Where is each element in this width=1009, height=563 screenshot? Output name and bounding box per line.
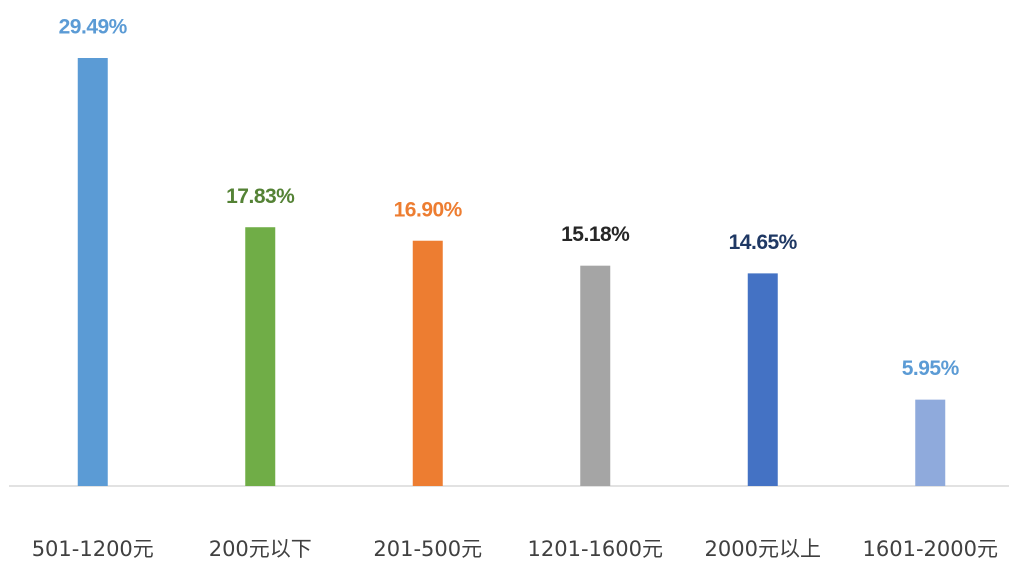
bar <box>915 399 946 486</box>
data-label: 16.90% <box>394 198 463 221</box>
data-label: 15.18% <box>561 223 630 246</box>
data-label: 5.95% <box>902 357 960 380</box>
x-tick-label: 501-1200元 <box>32 537 154 561</box>
bar <box>580 265 611 486</box>
x-tick-label: 200元以下 <box>209 537 312 561</box>
x-tick-label: 1201-1600元 <box>528 537 663 561</box>
x-tick-label: 201-500元 <box>373 537 482 561</box>
data-label: 29.49% <box>59 16 128 39</box>
data-label: 17.83% <box>226 185 295 208</box>
bar <box>412 240 443 486</box>
bar <box>245 227 276 486</box>
x-tick-label: 1601-2000元 <box>863 537 998 561</box>
bar <box>747 273 778 486</box>
data-label: 14.65% <box>729 231 798 254</box>
bar <box>77 58 108 486</box>
x-tick-label: 2000元以上 <box>705 537 821 561</box>
